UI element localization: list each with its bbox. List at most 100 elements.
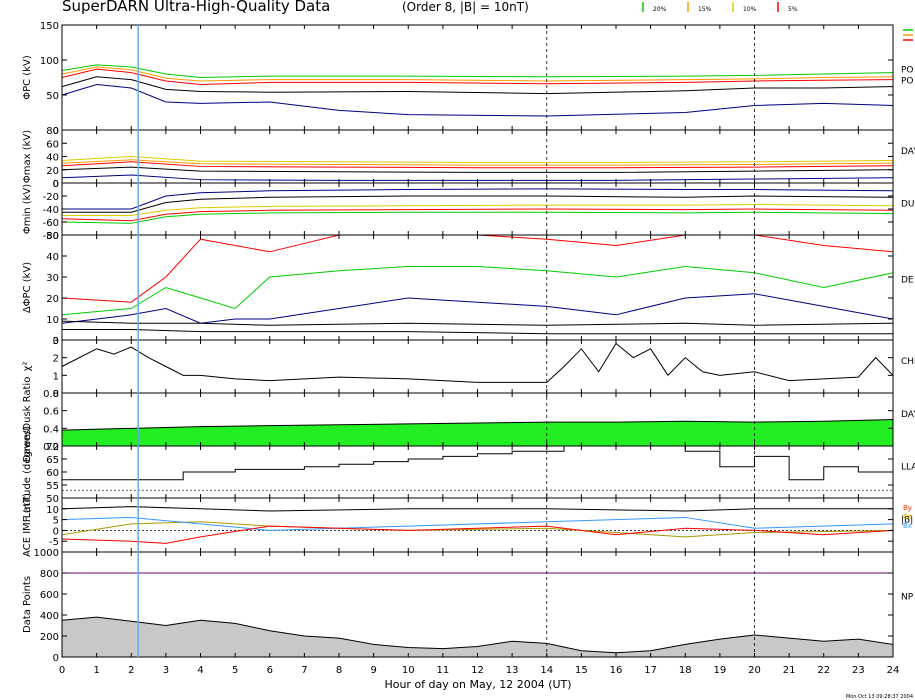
x-tick-label: 15 [575, 665, 588, 676]
y-tick-label: -20 [43, 192, 59, 203]
x-tick-label: 11 [437, 665, 450, 676]
y-tick-label: 50 [46, 91, 59, 102]
panel-frame [61, 339, 894, 394]
y-tick-label: 70 [46, 442, 59, 453]
y-axis-label: Φmax (kV) [22, 130, 33, 183]
y-axis-label: ΔΦPC (kV) [22, 262, 33, 313]
panel-right-label: PO [901, 76, 914, 86]
panel-frame [61, 129, 894, 184]
series-line-3 [61, 68, 894, 86]
series-line-3 [61, 293, 894, 324]
x-tick-label: 0 [59, 665, 65, 676]
series-line-3 [61, 161, 894, 169]
y-tick-label: 50 [46, 231, 59, 242]
y-tick-label: 80 [46, 126, 59, 137]
y-tick-label: 60 [46, 468, 59, 479]
x-tick-label: 12 [471, 665, 484, 676]
panel-right-label: NP [901, 592, 914, 602]
y-tick-label: 0.4 [43, 424, 59, 435]
panel-6: 0.2 0.4 0.6 0.8 Dawn/Dusk Ratio DAY [22, 377, 915, 463]
legend-label: 15% [698, 6, 712, 13]
panel-3: -80 -60 -40 -20 0 Φmin (kV) DU [22, 179, 915, 242]
y-axis-label: ACE IMF (nT) [22, 493, 33, 557]
x-tick-label: 5 [232, 665, 238, 676]
side-label: Bz [903, 513, 912, 521]
series-line-1 [61, 234, 894, 303]
x-tick-label: 7 [301, 665, 307, 676]
panel-right-label: DAY [901, 147, 915, 157]
panel-right-label: LLA [901, 462, 915, 472]
y-tick-label: 30 [46, 273, 59, 284]
y-tick-label: 40 [46, 153, 59, 164]
y-tick-label: 10 [46, 505, 59, 516]
y-tick-label: 400 [40, 611, 59, 622]
series-line-2 [61, 265, 894, 316]
y-tick-label: 800 [40, 569, 59, 580]
y-tick-label: 600 [40, 590, 59, 601]
y-tick-label: 20 [46, 166, 59, 177]
panel-frame [61, 497, 894, 553]
y-tick-label: 1000 [34, 548, 59, 559]
y-tick-label: 0.2 [43, 442, 59, 453]
x-tick-label: 23 [852, 665, 865, 676]
panel-5: 0 1 2 3 χ² CHI [22, 336, 915, 400]
x-tick-label: 18 [679, 665, 692, 676]
panel-right-label: CHI [901, 357, 915, 367]
y-tick-label: 0 [53, 526, 59, 537]
series-line-3 [62, 203, 894, 216]
y-tick-label: 1 [53, 371, 59, 382]
x-tick-label: 19 [714, 665, 727, 676]
x-tick-label: 22 [817, 665, 830, 676]
series-line-5 [61, 83, 894, 117]
series-line-1 [62, 188, 894, 210]
panel-frame [61, 24, 894, 131]
x-tick-label: 16 [610, 665, 623, 676]
legend-label: 20% [653, 6, 667, 13]
x-tick-label: 17 [644, 665, 657, 676]
y-tick-label: 55 [46, 481, 59, 492]
series-line-1 [62, 445, 894, 481]
series-line-5 [61, 211, 894, 224]
series-line-4 [61, 208, 894, 222]
panel-7: 50 55 60 65 70 Latitude (degrees) LLA [22, 426, 915, 518]
panel-right-label: DE [901, 275, 914, 285]
legend-label: 5% [788, 6, 798, 13]
series-line-1 [61, 616, 894, 654]
x-tick-label: 24 [887, 665, 900, 676]
y-axis-label: χ² [22, 362, 33, 372]
y-tick-label: 0 [53, 653, 59, 664]
series-line-4 [61, 166, 894, 173]
x-tick-label: 1 [93, 665, 99, 676]
panel-right-label: DAY [901, 410, 915, 420]
y-tick-label: 200 [40, 632, 59, 643]
x-tick-label: 4 [197, 665, 203, 676]
footer-timestamp: Mon Oct 13 09:28:37 2004 [846, 694, 913, 700]
panel-2: 0 20 40 60 80 Φmax (kV) DAY [22, 126, 915, 190]
y-tick-label: -5 [49, 537, 59, 548]
series-line-1 [61, 155, 894, 163]
y-tick-label: 0 [53, 126, 59, 137]
series-line-2 [62, 195, 894, 213]
y-tick-label: 50 [46, 494, 59, 505]
y-tick-label: 65 [46, 455, 59, 466]
y-tick-label: 0 [53, 179, 59, 190]
series-line-2 [61, 66, 894, 82]
series-line-4 [61, 525, 894, 544]
series-line-5 [62, 329, 893, 335]
y-tick-label: 150 [40, 21, 59, 32]
x-tick-label: 8 [336, 665, 342, 676]
series-line-3 [61, 516, 894, 531]
y-tick-label: 0 [53, 179, 59, 190]
y-axis-label: Dawn/Dusk Ratio [22, 377, 33, 463]
y-tick-label: 10 [46, 315, 59, 326]
x-tick-label: 13 [506, 665, 519, 676]
x-tick-label: 9 [370, 665, 376, 676]
y-tick-label: 0 [53, 389, 59, 400]
legend-label: 10% [743, 6, 757, 13]
x-tick-label: 6 [267, 665, 273, 676]
y-tick-label: 0.6 [43, 407, 59, 418]
panel-right-label: PO [901, 65, 914, 75]
series-line-1 [61, 506, 893, 512]
